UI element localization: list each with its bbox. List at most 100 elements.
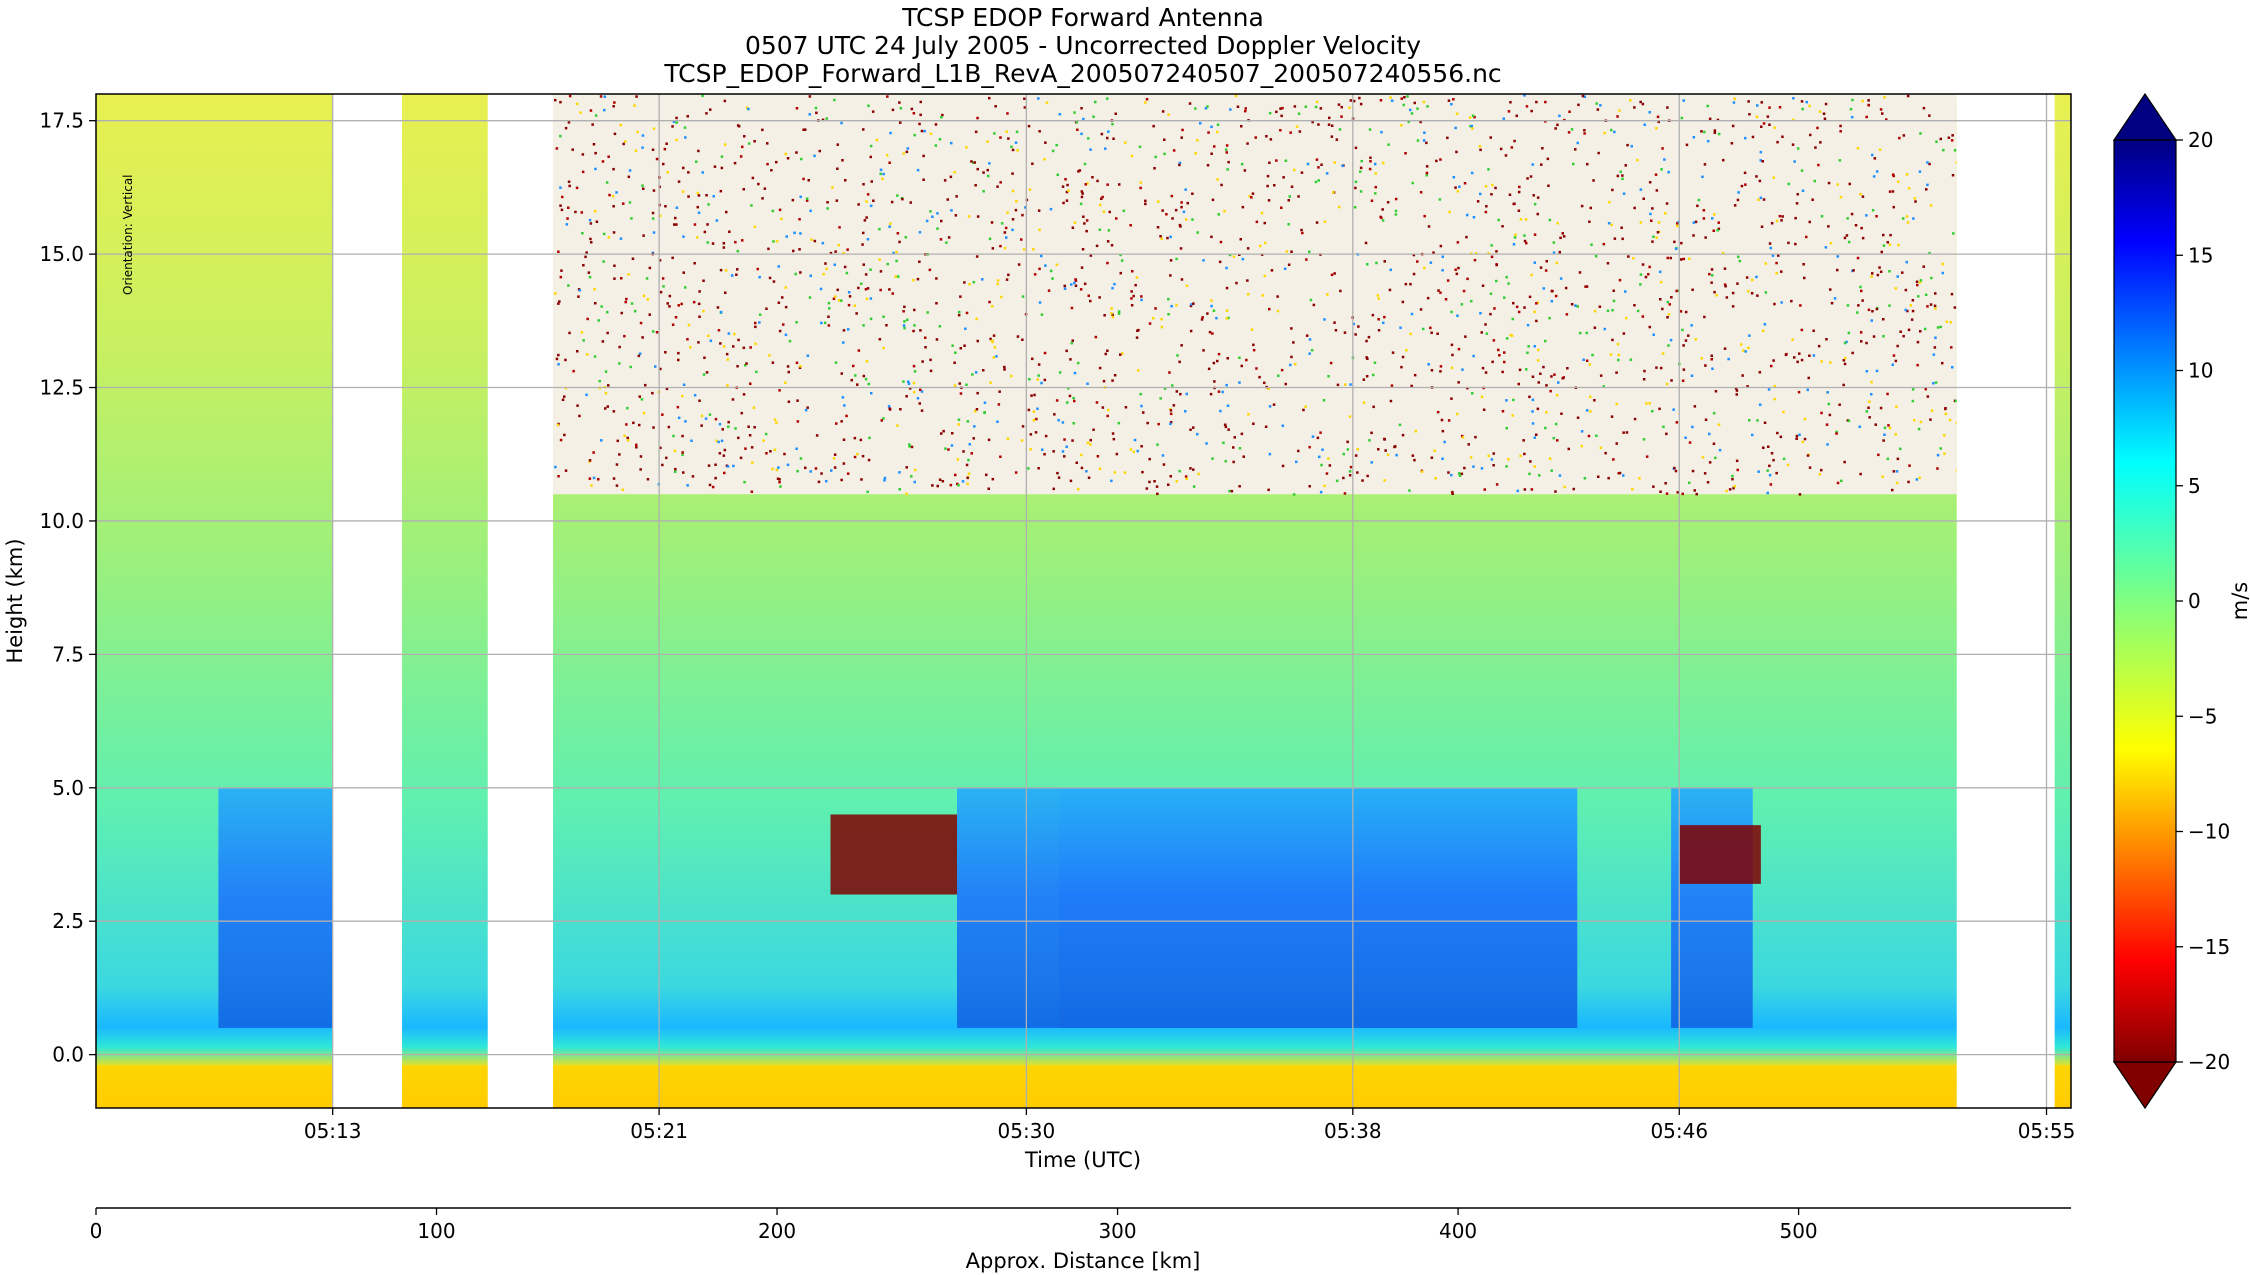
- noise-speck: [837, 243, 841, 247]
- noise-speck: [1005, 236, 1008, 239]
- noise-speck: [589, 237, 592, 241]
- noise-speck: [1080, 195, 1084, 199]
- noise-speck: [908, 443, 911, 446]
- noise-speck: [1746, 385, 1749, 388]
- noise-speck: [1308, 485, 1311, 488]
- noise-speck: [1152, 317, 1155, 320]
- noise-speck: [750, 204, 753, 207]
- noise-speck: [799, 457, 803, 460]
- noise-speck: [954, 214, 958, 217]
- noise-speck: [1633, 206, 1636, 210]
- noise-speck: [1748, 113, 1751, 116]
- noise-speck: [1684, 339, 1688, 342]
- noise-speck: [1044, 264, 1047, 267]
- noise-speck: [594, 302, 597, 305]
- noise-speck: [888, 225, 891, 228]
- noise-speck: [997, 403, 1001, 406]
- noise-speck: [1107, 130, 1110, 133]
- noise-speck: [1657, 221, 1661, 224]
- noise-speck: [985, 473, 988, 477]
- noise-speck: [721, 428, 724, 431]
- noise-speck: [1655, 236, 1658, 239]
- noise-speck: [1346, 440, 1349, 444]
- noise-speck: [808, 95, 812, 98]
- noise-speck: [995, 355, 998, 358]
- noise-speck: [1219, 409, 1222, 413]
- noise-speck: [1322, 399, 1326, 402]
- noise-speck: [865, 360, 869, 363]
- noise-speck: [666, 171, 669, 174]
- noise-speck: [1132, 294, 1135, 298]
- noise-speck: [1505, 426, 1508, 430]
- noise-speck: [642, 294, 646, 298]
- noise-speck: [1293, 168, 1296, 172]
- noise-speck: [769, 450, 772, 453]
- noise-speck: [961, 480, 965, 483]
- noise-speck: [600, 439, 603, 442]
- noise-speck: [597, 478, 600, 481]
- noise-speck: [934, 144, 938, 147]
- noise-speck: [1847, 419, 1851, 423]
- noise-speck: [1926, 183, 1929, 187]
- noise-speck: [1111, 313, 1114, 316]
- noise-speck: [1085, 219, 1089, 222]
- noise-speck: [692, 300, 696, 304]
- noise-speck: [1716, 118, 1720, 122]
- noise-speck: [784, 152, 787, 156]
- noise-speck: [555, 147, 559, 150]
- noise-speck: [1760, 101, 1763, 104]
- noise-speck: [1178, 469, 1181, 473]
- noise-speck: [1681, 379, 1685, 382]
- noise-speck: [1210, 152, 1213, 155]
- noise-speck: [1287, 263, 1291, 266]
- noise-speck: [888, 408, 892, 411]
- colorbar-extend-top: [2112, 92, 2178, 141]
- noise-region: [553, 94, 1959, 496]
- noise-speck: [1556, 123, 1559, 127]
- noise-speck: [1856, 311, 1859, 314]
- noise-speck: [1037, 209, 1041, 212]
- noise-speck: [713, 165, 717, 168]
- noise-speck: [1691, 425, 1694, 429]
- noise-speck: [1056, 471, 1059, 475]
- noise-speck: [1086, 441, 1090, 445]
- noise-speck: [1071, 226, 1075, 229]
- noise-speck: [966, 476, 969, 480]
- noise-speck: [1933, 346, 1937, 349]
- noise-speck: [889, 131, 892, 135]
- noise-speck: [972, 437, 975, 440]
- noise-speck: [1823, 117, 1827, 120]
- noise-speck: [652, 189, 656, 192]
- noise-speck: [1022, 248, 1026, 251]
- noise-speck: [1527, 345, 1530, 348]
- noise-speck: [1763, 323, 1767, 326]
- noise-speck: [1828, 413, 1832, 417]
- noise-speck: [1772, 176, 1775, 179]
- noise-speck: [923, 129, 926, 133]
- noise-speck: [958, 310, 961, 314]
- noise-speck: [825, 479, 828, 483]
- noise-speck: [1375, 261, 1378, 265]
- noise-speck: [777, 301, 781, 304]
- noise-speck: [1675, 289, 1678, 293]
- noise-speck: [814, 106, 818, 110]
- noise-speck: [1741, 374, 1744, 377]
- noise-speck: [1805, 100, 1808, 104]
- noise-speck: [1412, 272, 1416, 276]
- noise-speck: [1585, 359, 1589, 362]
- noise-speck: [941, 480, 945, 483]
- title-line-2: 0507 UTC 24 July 2005 - Uncorrected Dopp…: [745, 31, 1421, 60]
- noise-speck: [1787, 241, 1790, 245]
- noise-speck: [622, 202, 625, 205]
- noise-speck: [1860, 289, 1863, 293]
- noise-speck: [1330, 135, 1334, 138]
- noise-speck: [1631, 488, 1634, 491]
- noise-speck: [1859, 472, 1862, 476]
- noise-speck: [1918, 281, 1922, 284]
- noise-speck: [957, 484, 960, 487]
- noise-speck: [1210, 304, 1213, 308]
- noise-speck: [1066, 183, 1069, 187]
- noise-speck: [734, 240, 737, 244]
- noise-speck: [1011, 172, 1014, 175]
- noise-speck: [1074, 279, 1078, 282]
